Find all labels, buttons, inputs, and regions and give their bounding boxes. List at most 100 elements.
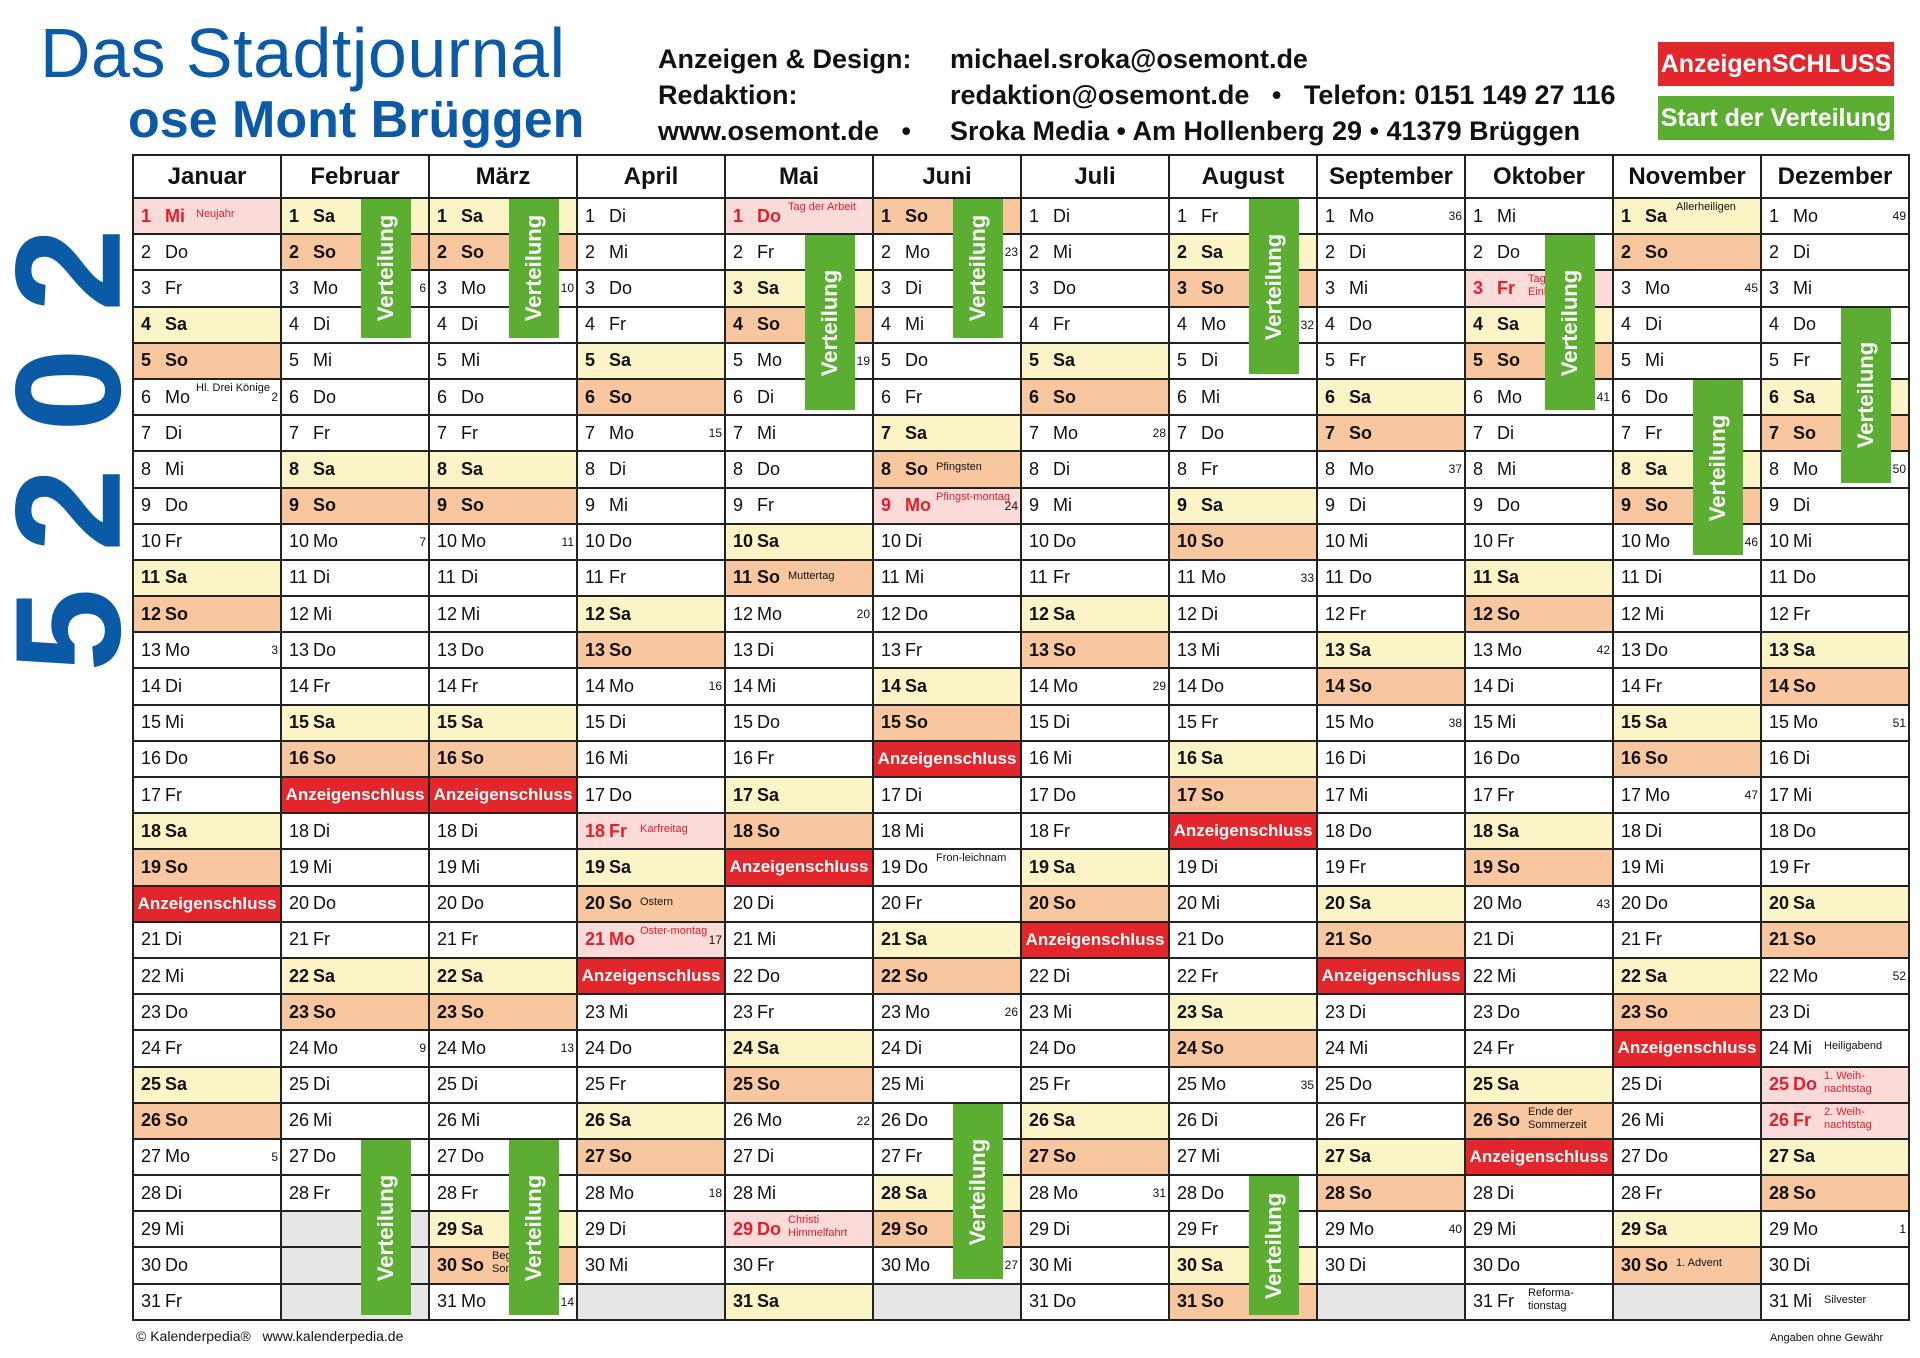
day-number: 13 [1177,639,1198,660]
day-number: 27 [881,1146,902,1167]
day-cell: 7 Di [1464,414,1614,453]
day-cell: 5 Fr [1316,341,1466,380]
deadline-marker: Anzeigenschluss [579,959,723,993]
day-number: 30 [1473,1255,1494,1276]
weekday-label: Mi [165,205,185,226]
weekday-label: Di [757,1146,774,1167]
weekday-label: Sa [1349,386,1372,407]
weekday-label: Sa [905,422,928,443]
week-number: 6 [419,281,426,296]
day-cell: 21 Fr [428,920,578,959]
week-number: 20 [856,607,870,622]
weekday-label: Mi [1053,241,1072,262]
day-cell: 13 So [1020,631,1170,670]
weekday-label: So [1053,1146,1077,1167]
day-number: 12 [733,603,754,624]
day-number: 6 [585,386,596,407]
day-number: 15 [289,712,310,733]
day-number: 8 [1177,458,1188,479]
weekday-label: Di [609,1218,626,1239]
weekday-label: Do [757,205,781,226]
day-number: 24 [141,1037,162,1058]
day-number: 6 [1621,386,1632,407]
day-number: 9 [733,495,744,516]
day-number: 19 [141,856,162,877]
weekday-label: So [905,1218,929,1239]
day-number: 21 [585,929,606,950]
day-cell: 19 Di [1168,848,1318,887]
day-number: 24 [733,1037,754,1058]
day-number: 25 [437,1074,458,1095]
weekday-label: Mo [165,1146,191,1167]
day-number: 9 [289,495,300,516]
day-cell: 19 So [132,848,282,887]
day-cell: 20 Fr [872,884,1022,923]
day-number: 8 [1769,458,1780,479]
day-cell: 13 So [576,631,726,670]
day-number: 30 [733,1255,754,1276]
day-cell: 22 Mi [1464,956,1614,996]
weekday-label: Do [1645,893,1669,914]
day-cell: 17 Mi [1316,775,1466,815]
day-number: 31 [733,1291,754,1312]
day-number: 25 [1473,1074,1494,1095]
week-number: 42 [1596,643,1610,658]
weekday-label: So [313,241,337,262]
day-cell: 27 So [1020,1137,1170,1177]
day-number: 16 [1177,748,1198,769]
weekday-label: Fr [461,422,478,443]
day-number: 25 [733,1074,754,1095]
weekday-label: Mi [757,422,776,443]
distribution-marker: Verteilung [805,235,856,411]
day-cell: 22 Mo 52 [1760,956,1910,996]
day-cell: 11 Fr [576,558,726,598]
weekday-label: Do [461,386,485,407]
day-number: 12 [881,603,902,624]
day-cell: 27 Sa [1316,1137,1466,1177]
day-number: 24 [881,1037,902,1058]
day-number: 17 [881,784,902,805]
weekday-label: So [609,1146,633,1167]
day-number: 22 [289,965,310,986]
day-cell: 26 Mi [428,1101,578,1140]
day-cell: 11 Sa [132,558,282,598]
weekday-label: So [1497,603,1521,624]
weekday-label: Mo [1793,458,1819,479]
day-number: 16 [437,748,458,769]
weekday-label: Mi [165,458,184,479]
day-cell: 8 Fr [1168,450,1318,489]
day-number: 30 [585,1255,606,1276]
day-number: 11 [585,567,604,588]
day-number: 26 [1473,1110,1494,1131]
day-cell: 28 Di [132,1174,282,1213]
week-number: 47 [1744,788,1758,802]
day-number: 13 [585,639,606,660]
week-number: 1 [1899,1222,1906,1237]
day-number: 22 [437,965,458,986]
weekday-label: Mi [165,1218,184,1239]
weekday-label: So [1053,893,1077,914]
day-cell: 10 Di [872,522,1022,561]
day-cell: 5 So [132,341,282,380]
day-number: 29 [1029,1218,1050,1239]
day-cell: 17 Mo 47 [1612,775,1762,815]
day-number: 22 [1473,965,1494,986]
day-cell: 18 Do [1316,812,1466,851]
day-number: 28 [1325,1182,1346,1203]
day-cell: Anzeigenschluss [576,956,726,996]
day-number: 28 [733,1182,754,1203]
day-number: 14 [585,676,606,697]
day-cell: 11 So Muttertag [724,558,874,598]
day-cell: 17 Fr [1464,775,1614,815]
weekday-label: Mo [1645,784,1671,805]
day-cell: 22 Fr [1168,956,1318,996]
day-number: 27 [1177,1146,1198,1167]
distribution-label: Verteilung [1557,269,1583,376]
day-number: 27 [437,1146,458,1167]
weekday-label: Do [1645,386,1669,407]
day-cell: 22 Do [724,956,874,996]
day-number: 1 [289,205,300,226]
day-number: 16 [1769,748,1790,769]
day-number: 4 [1473,314,1484,335]
day-number: 24 [1177,1037,1198,1058]
